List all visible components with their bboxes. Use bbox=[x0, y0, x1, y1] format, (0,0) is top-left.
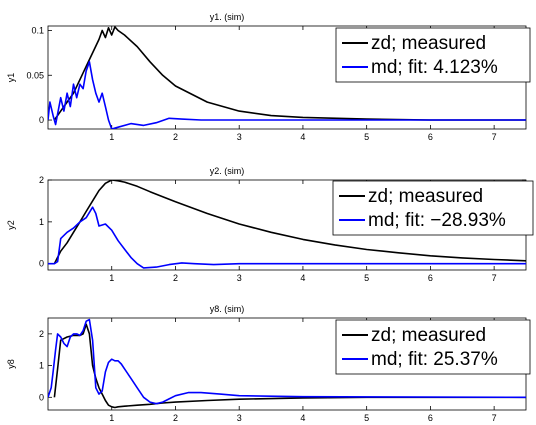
x-tick-label: 1 bbox=[109, 273, 114, 283]
series-line-measured bbox=[53, 323, 526, 409]
x-tick-label: 6 bbox=[428, 413, 433, 423]
x-tick-label: 3 bbox=[237, 413, 242, 423]
series-line-fit bbox=[48, 60, 526, 129]
chart-title: y8. (sim) bbox=[210, 304, 245, 314]
y-tick-label: 1 bbox=[39, 217, 44, 227]
legend-entry: zd; measured bbox=[368, 186, 483, 207]
chart-title: y1. (sim) bbox=[210, 12, 245, 22]
y-axis-label: y1 bbox=[6, 73, 16, 83]
x-tick-label: 5 bbox=[364, 273, 369, 283]
x-tick-label: 4 bbox=[300, 273, 305, 283]
chart-title: y2. (sim) bbox=[210, 166, 245, 176]
legend-entry: md; fit: 25.37% bbox=[371, 349, 498, 370]
x-tick-label: 3 bbox=[237, 273, 242, 283]
x-tick-label: 2 bbox=[173, 273, 178, 283]
y-tick-label: 1 bbox=[39, 361, 44, 371]
series-line-fit bbox=[48, 206, 526, 269]
y-tick-label: 0 bbox=[39, 392, 44, 402]
x-tick-label: 3 bbox=[237, 132, 242, 142]
series-line-measured bbox=[53, 26, 526, 121]
x-tick-label: 7 bbox=[492, 273, 497, 283]
series-line-fit bbox=[48, 318, 526, 405]
legend-entry: zd; measured bbox=[371, 33, 486, 54]
y-axis-label: y8 bbox=[6, 359, 16, 369]
x-tick-label: 7 bbox=[492, 132, 497, 142]
x-tick-label: 6 bbox=[428, 273, 433, 283]
y-tick-label: 0 bbox=[39, 115, 44, 125]
x-tick-label: 2 bbox=[173, 413, 178, 423]
y-tick-label: 0.05 bbox=[26, 70, 44, 80]
x-tick-label: 4 bbox=[300, 413, 305, 423]
x-tick-label: 5 bbox=[364, 413, 369, 423]
series-line-measured bbox=[53, 180, 526, 265]
x-tick-label: 6 bbox=[428, 132, 433, 142]
x-tick-label: 2 bbox=[173, 132, 178, 142]
legend-entry: zd; measured bbox=[371, 325, 486, 346]
legend-box bbox=[335, 27, 531, 83]
y-tick-label: 2 bbox=[39, 175, 44, 185]
x-tick-label: 1 bbox=[109, 132, 114, 142]
legend-entry: md; fit: −28.93% bbox=[368, 210, 506, 231]
legend-box bbox=[335, 319, 531, 375]
legend-entry: md; fit: 4.123% bbox=[371, 57, 498, 78]
y-tick-label: 0.1 bbox=[31, 25, 44, 35]
x-tick-label: 4 bbox=[300, 132, 305, 142]
y-axis-label: y2 bbox=[6, 220, 16, 230]
y-tick-label: 2 bbox=[39, 329, 44, 339]
legend-box bbox=[332, 180, 534, 236]
y-tick-label: 0 bbox=[39, 259, 44, 269]
x-tick-label: 1 bbox=[109, 413, 114, 423]
x-tick-label: 5 bbox=[364, 132, 369, 142]
x-tick-label: 7 bbox=[492, 413, 497, 423]
